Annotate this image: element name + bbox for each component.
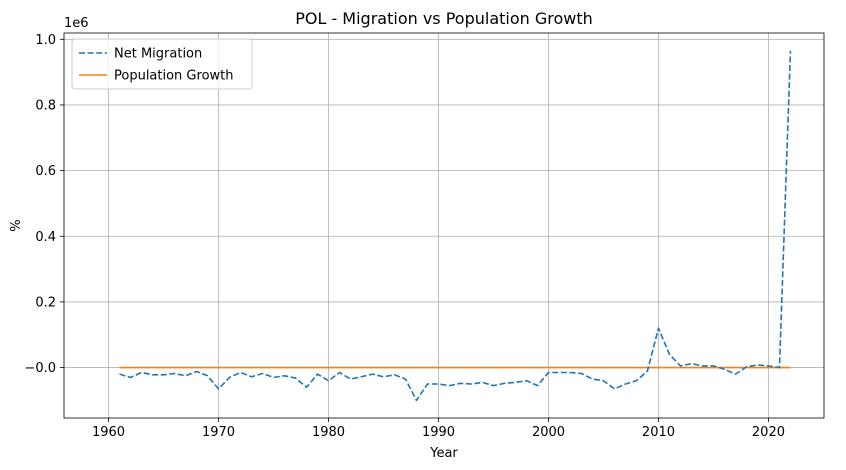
axis-ticks: 1960 1970 1980 1990 2000 2010 2020 −0.0 0.2 0.4 0.… bbox=[24, 33, 785, 440]
x-tick-label: 2000 bbox=[532, 425, 565, 440]
legend-box bbox=[71, 38, 253, 90]
plot-area-frame bbox=[63, 32, 825, 419]
x-tick-label: 2010 bbox=[642, 425, 675, 440]
x-tick-label: 1960 bbox=[92, 425, 125, 440]
y-tick-label: 1.0 bbox=[35, 33, 56, 48]
y-axis-offset-label: 1e6 bbox=[64, 16, 89, 31]
chart-title: POL - Migration vs Population Growth bbox=[295, 9, 593, 28]
y-tick-label: 0.8 bbox=[35, 98, 56, 113]
y-tick-label: 0.4 bbox=[35, 230, 56, 245]
series-lines bbox=[119, 50, 792, 402]
y-axis-label: % bbox=[9, 219, 24, 231]
x-tick-label: 2020 bbox=[752, 425, 785, 440]
grid-lines bbox=[64, 33, 824, 418]
series-line-net-migration bbox=[119, 50, 792, 402]
y-tick-label: 0.6 bbox=[35, 164, 56, 179]
legend: Net Migration Population Growth bbox=[71, 38, 253, 90]
x-tick-label: 1970 bbox=[202, 425, 235, 440]
y-tick-label: −0.0 bbox=[24, 361, 56, 376]
x-axis-label: Year bbox=[429, 446, 458, 461]
x-tick-label: 1990 bbox=[422, 425, 455, 440]
y-tick-label: 0.2 bbox=[35, 295, 56, 310]
x-tick-label: 1980 bbox=[312, 425, 345, 440]
legend-label: Net Migration bbox=[114, 47, 202, 62]
legend-label: Population Growth bbox=[114, 69, 234, 84]
